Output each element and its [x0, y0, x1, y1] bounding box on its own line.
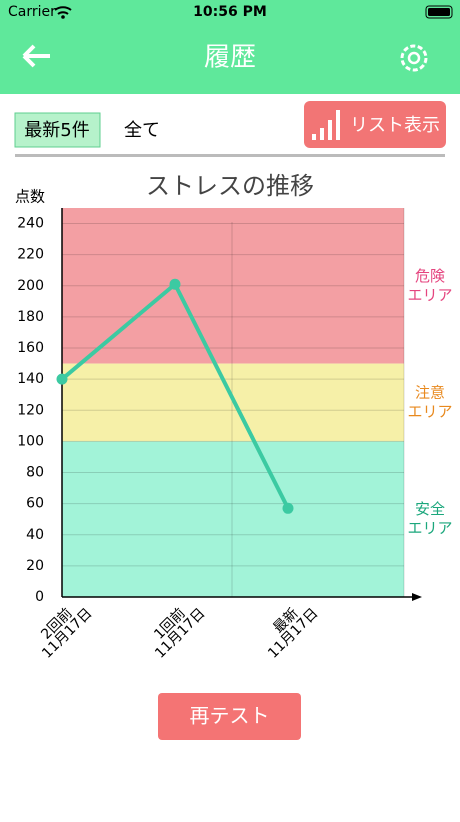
y-tick-label: 220 [17, 247, 44, 263]
separator [15, 154, 445, 157]
retest-label[interactable]: 再テスト [190, 704, 270, 728]
battery [425, 5, 453, 19]
clock: 10:56 PM [193, 4, 267, 20]
gear-outer[interactable] [400, 44, 428, 72]
y-tick-label: 100 [17, 433, 44, 449]
y-tick-label: 120 [17, 402, 44, 418]
y-tick-label: 0 [35, 589, 44, 605]
settings-button[interactable] [400, 44, 428, 72]
plot: 危険エリア注意エリア安全エリア0204060801001201401601802… [17, 208, 453, 662]
zone-label: エリア [407, 403, 452, 421]
nav-title: 履歴 [204, 43, 256, 73]
header-bg [0, 0, 460, 94]
zone-label: 危険 [415, 267, 445, 285]
x-axis-arrow [412, 593, 422, 601]
zone [62, 208, 404, 364]
y-tick-label: 80 [26, 465, 44, 481]
gear-inner[interactable] [407, 51, 421, 65]
list-button[interactable]: リスト表示 [304, 101, 446, 148]
chart-title: ストレスの推移 [146, 172, 314, 200]
y-axis-label: 点数 [15, 188, 45, 206]
battery-level [428, 8, 450, 16]
y-tick-label: 60 [26, 496, 44, 512]
wifi-dot [61, 15, 65, 19]
data-point [56, 373, 68, 385]
y-tick-label: 240 [17, 216, 44, 232]
retest-button[interactable]: 再テスト [158, 693, 301, 740]
zone-label: エリア [407, 519, 452, 537]
zone-label: エリア [407, 286, 452, 304]
y-tick-label: 20 [26, 558, 44, 574]
data-point [282, 502, 294, 514]
retest-bg[interactable] [158, 693, 301, 740]
y-tick-label: 140 [17, 371, 44, 387]
list-button-label[interactable]: リスト表示 [350, 115, 440, 136]
y-tick-label: 180 [17, 309, 44, 325]
tab-latest[interactable]: 最新5件 [24, 120, 89, 141]
tab-selected[interactable] [14, 112, 101, 148]
y-tick-label: 160 [17, 340, 44, 356]
data-point [169, 278, 181, 290]
zone-label: 注意 [415, 384, 445, 402]
tab-all[interactable]: 全て [124, 120, 160, 141]
wifi-icon [54, 6, 72, 15]
zone [62, 441, 404, 597]
y-tick-label: 40 [26, 527, 44, 543]
back-button[interactable] [22, 44, 50, 68]
back-arrow[interactable] [22, 44, 50, 68]
y-tick-label: 200 [17, 278, 44, 294]
list-icon [312, 110, 340, 140]
zone-label: 安全 [415, 500, 445, 518]
carrier: Carrier [8, 4, 56, 20]
